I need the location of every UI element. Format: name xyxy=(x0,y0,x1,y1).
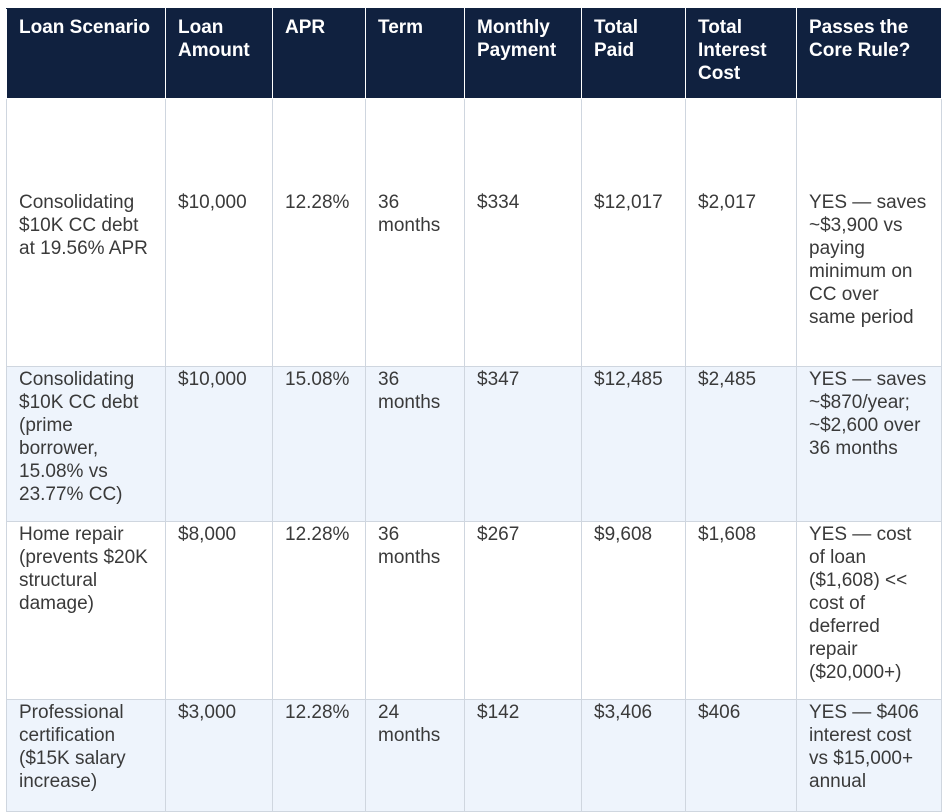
cell-loan-scenario: Consolidating $10K CC debt (prime borrow… xyxy=(6,366,166,522)
cell-apr: 12.28% xyxy=(272,699,366,812)
header-monthly-payment: Monthly Payment xyxy=(464,8,582,99)
table-header-row: Loan Scenario Loan Amount APR Term Month… xyxy=(6,8,942,99)
loan-scenarios-table-container: Loan Scenario Loan Amount APR Term Month… xyxy=(6,8,942,812)
cell-term: 24 months xyxy=(365,699,465,812)
header-apr: APR xyxy=(272,8,366,99)
cell-loan-amount: $10,000 xyxy=(165,98,273,367)
header-total-interest-cost: Total Interest Cost xyxy=(685,8,797,99)
cell-apr: 12.28% xyxy=(272,521,366,700)
cell-loan-scenario: Consolidating $10K CC debt at 19.56% APR xyxy=(6,98,166,367)
cell-passes-core-rule: YES — $406 interest cost vs $15,000+ ann… xyxy=(796,699,942,812)
cell-total-paid: $3,406 xyxy=(581,699,686,812)
cell-passes-core-rule: YES — saves ~$870/year; ~$2,600 over 36 … xyxy=(796,366,942,522)
cell-monthly-payment: $334 xyxy=(464,98,582,367)
table-row: Professional certification ($15K salary … xyxy=(6,699,942,812)
cell-total-paid: $12,017 xyxy=(581,98,686,367)
table-row: Consolidating $10K CC debt (prime borrow… xyxy=(6,366,942,522)
cell-loan-scenario: Home repair (prevents $20K structural da… xyxy=(6,521,166,700)
cell-loan-amount: $3,000 xyxy=(165,699,273,812)
cell-term: 36 months xyxy=(365,98,465,367)
loan-scenarios-table: Loan Scenario Loan Amount APR Term Month… xyxy=(6,8,942,812)
cell-total-interest-cost: $1,608 xyxy=(685,521,797,700)
cell-total-paid: $9,608 xyxy=(581,521,686,700)
cell-loan-scenario: Professional certification ($15K salary … xyxy=(6,699,166,812)
cell-apr: 15.08% xyxy=(272,366,366,522)
table-row: Consolidating $10K CC debt at 19.56% APR… xyxy=(6,98,942,367)
cell-apr: 12.28% xyxy=(272,98,366,367)
cell-total-interest-cost: $406 xyxy=(685,699,797,812)
cell-term: 36 months xyxy=(365,521,465,700)
cell-loan-amount: $8,000 xyxy=(165,521,273,700)
header-loan-scenario: Loan Scenario xyxy=(6,8,166,99)
cell-term: 36 months xyxy=(365,366,465,522)
cell-monthly-payment: $267 xyxy=(464,521,582,700)
table-row: Home repair (prevents $20K structural da… xyxy=(6,521,942,700)
cell-passes-core-rule: YES — cost of loan ($1,608) << cost of d… xyxy=(796,521,942,700)
cell-total-interest-cost: $2,485 xyxy=(685,366,797,522)
cell-total-interest-cost: $2,017 xyxy=(685,98,797,367)
header-loan-amount: Loan Amount xyxy=(165,8,273,99)
cell-monthly-payment: $347 xyxy=(464,366,582,522)
header-passes-core-rule: Passes the Core Rule? xyxy=(796,8,942,99)
header-term: Term xyxy=(365,8,465,99)
cell-loan-amount: $10,000 xyxy=(165,366,273,522)
cell-passes-core-rule: YES — saves ~$3,900 vs paying minimum on… xyxy=(796,98,942,367)
cell-total-paid: $12,485 xyxy=(581,366,686,522)
header-total-paid: Total Paid xyxy=(581,8,686,99)
cell-monthly-payment: $142 xyxy=(464,699,582,812)
